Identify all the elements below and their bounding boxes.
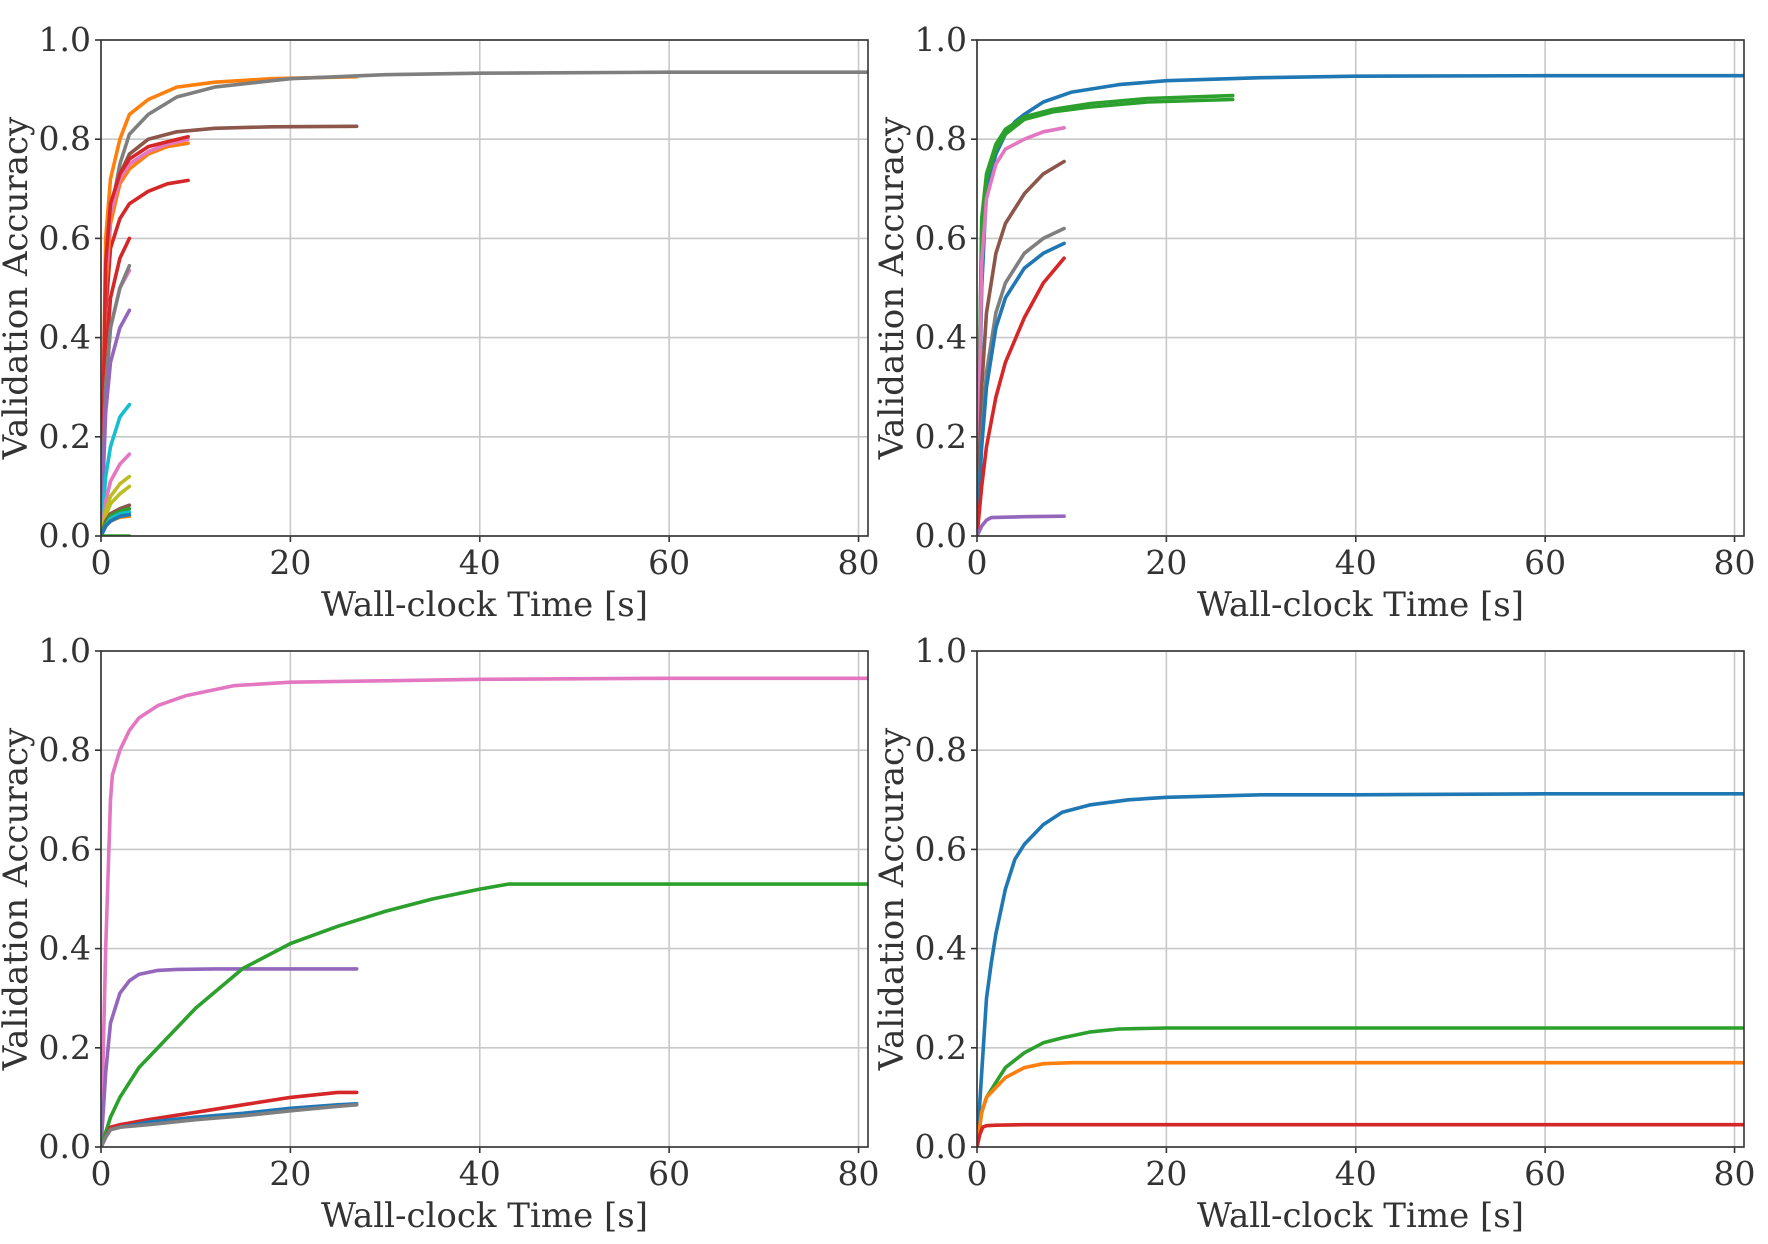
y-tick-label: 0.6 (915, 829, 967, 868)
series-line-brown (101, 124, 359, 536)
x-tick-label: 40 (1335, 543, 1377, 582)
chart-panel-top-left: 0 20 40 60 80 0.0 0.2 0.4 0.6 0.8 1.0 Wall-clock Ti… (0, 20, 880, 625)
x-tick-label: 60 (648, 1154, 690, 1193)
series-line-red (101, 134, 190, 536)
y-tick-label: 0.8 (915, 119, 967, 158)
x-tick-label: 20 (1145, 1154, 1187, 1193)
series-line-blue (977, 791, 1744, 1147)
x-tick-label: 20 (269, 543, 311, 582)
y-tick-label: 1.0 (915, 20, 967, 59)
series-line-orange (101, 74, 359, 536)
y-axis-title: Validation Accuracy (872, 116, 912, 460)
x-tick-label: 80 (1714, 1154, 1756, 1193)
y-tick-label: 1.0 (915, 631, 967, 670)
y-tick-label: 0.8 (915, 730, 967, 769)
x-tick-label: 80 (1714, 543, 1756, 582)
series-line-blue (101, 512, 132, 536)
plot-frame (100, 39, 869, 537)
x-tick-label: 80 (838, 543, 880, 582)
x-tick-label: 40 (1335, 1154, 1377, 1193)
y-tick-label: 0.0 (39, 516, 91, 555)
y-tick-label: 0.4 (39, 318, 91, 357)
x-tick-label: 0 (91, 543, 112, 582)
series-line-gray (101, 70, 868, 536)
series-line-orange (977, 1060, 1744, 1147)
series-line-green (101, 882, 868, 1147)
y-tick-label: 0.4 (39, 929, 91, 968)
series-line-red (977, 1122, 1744, 1147)
y-tick-label: 1.0 (39, 631, 91, 670)
y-tick-label: 0.0 (915, 516, 967, 555)
y-tick-label: 0.4 (915, 929, 967, 968)
x-axis-title: Wall-clock Time [s] (1197, 1196, 1524, 1236)
x-tick-label: 60 (648, 543, 690, 582)
x-tick-label: 0 (967, 543, 988, 582)
series-line-brown (977, 159, 1066, 536)
plot-frame (976, 650, 1745, 1148)
y-tick-label: 0.2 (39, 417, 91, 456)
y-tick-label: 0.6 (39, 218, 91, 257)
series-line-red (101, 1090, 359, 1147)
series-group (101, 676, 868, 1147)
y-tick-label: 0.6 (39, 829, 91, 868)
x-tick-label: 40 (459, 1154, 501, 1193)
series-group (977, 791, 1744, 1147)
x-tick-label: 60 (1524, 1154, 1566, 1193)
chart-panel-bottom-left: 0 20 40 60 80 0.0 0.2 0.4 0.6 0.8 1.0 Wall-clock Ti… (0, 631, 880, 1236)
y-axis-title: Validation Accuracy (872, 727, 912, 1071)
x-tick-label: 20 (269, 1154, 311, 1193)
series-line-green (977, 97, 1235, 536)
y-axis-title: Validation Accuracy (0, 116, 36, 460)
x-axis-title: Wall-clock Time [s] (321, 585, 648, 625)
y-tick-label: 0.2 (39, 1028, 91, 1067)
y-tick-label: 0.2 (915, 1028, 967, 1067)
plot-frame (100, 650, 869, 1148)
x-axis-title: Wall-clock Time [s] (1197, 585, 1524, 625)
series-line-blue (977, 241, 1066, 536)
chart-panel-top-right: 0 20 40 60 80 0.0 0.2 0.4 0.6 0.8 1.0 Wall-clock Ti… (872, 20, 1756, 625)
y-tick-label: 0.0 (915, 1127, 967, 1166)
series-line-gray (101, 1103, 359, 1147)
series-line-green (977, 1026, 1744, 1147)
series-line-pink (101, 676, 868, 1147)
y-tick-label: 0.4 (915, 318, 967, 357)
x-tick-label: 40 (459, 543, 501, 582)
series-line-green (977, 93, 1235, 536)
y-tick-label: 0.8 (39, 730, 91, 769)
series-line-red (977, 256, 1066, 536)
x-axis-title: Wall-clock Time [s] (321, 1196, 648, 1236)
x-tick-label: 0 (91, 1154, 112, 1193)
y-tick-label: 0.2 (915, 417, 967, 456)
y-tick-label: 1.0 (39, 20, 91, 59)
series-line-purple (977, 514, 1066, 536)
y-axis-title: Validation Accuracy (0, 727, 36, 1071)
plot-frame (976, 39, 1745, 537)
series-group (101, 70, 868, 536)
x-tick-label: 0 (967, 1154, 988, 1193)
y-tick-label: 0.6 (915, 218, 967, 257)
series-line-cyan (101, 402, 132, 536)
series-line-purple (101, 308, 132, 536)
y-tick-label: 0.0 (39, 1127, 91, 1166)
x-tick-label: 80 (838, 1154, 880, 1193)
series-line-red (101, 178, 190, 536)
series-line-pink (977, 126, 1066, 536)
x-tick-label: 60 (1524, 543, 1566, 582)
series-line-blue (977, 73, 1744, 536)
y-tick-label: 0.8 (39, 119, 91, 158)
series-group (977, 73, 1744, 536)
x-tick-label: 20 (1145, 543, 1187, 582)
chart-panel-bottom-right: 0 20 40 60 80 0.0 0.2 0.4 0.6 0.8 1.0 Wall-clock Ti… (872, 631, 1756, 1236)
